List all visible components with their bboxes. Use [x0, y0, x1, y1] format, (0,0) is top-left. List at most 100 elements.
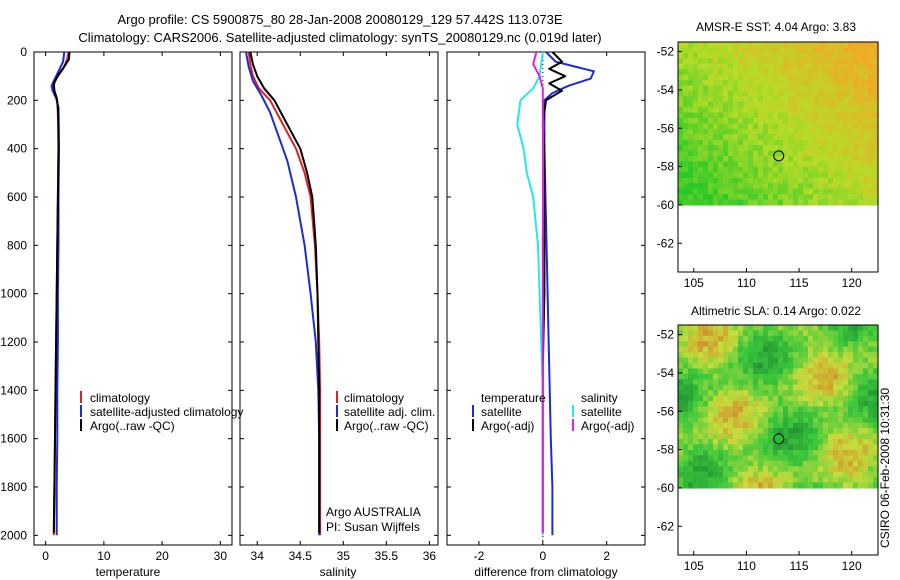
heatmap-cell — [853, 101, 859, 108]
heatmap-cell — [818, 156, 824, 163]
heatmap-cell — [848, 373, 854, 380]
heatmap-cell — [793, 172, 799, 179]
heatmap-cell — [813, 194, 819, 201]
heatmap-cell — [763, 85, 769, 92]
sst-map-title: AMSR-E SST: 4.04 Argo: 3.83 — [696, 20, 856, 34]
heatmap-cell — [803, 395, 809, 402]
heatmap-cell — [823, 346, 829, 353]
heatmap-cell — [873, 363, 879, 370]
heatmap-cell — [833, 357, 839, 364]
heatmap-cell — [718, 460, 724, 467]
heatmap-cell — [703, 58, 709, 65]
heatmap-cell — [733, 482, 739, 489]
heatmap-cell — [763, 42, 769, 49]
heatmap-cell — [713, 145, 719, 152]
heatmap-cell — [823, 422, 829, 429]
heatmap-cell — [723, 433, 729, 440]
heatmap-cell — [808, 433, 814, 440]
heatmap-cell — [788, 69, 794, 76]
heatmap-cell — [758, 335, 764, 342]
heatmap-cell — [838, 325, 844, 332]
heatmap-cell — [743, 379, 749, 386]
heatmap-cell — [753, 466, 759, 473]
heatmap-cell — [713, 161, 719, 168]
heatmap-cell — [803, 444, 809, 451]
heatmap-cell — [788, 90, 794, 97]
heatmap-cell — [708, 449, 714, 456]
heatmap-cell — [803, 477, 809, 484]
heatmap-cell — [693, 471, 699, 478]
heatmap-cell — [783, 118, 789, 125]
heatmap-cell — [768, 449, 774, 456]
heatmap-cell — [728, 406, 734, 413]
heatmap-cell — [728, 411, 734, 418]
heatmap-cell — [858, 346, 864, 353]
heatmap-cell — [813, 63, 819, 70]
heatmap-cell — [728, 156, 734, 163]
heatmap-cell — [768, 199, 774, 206]
heatmap-cell — [798, 166, 804, 173]
heatmap-cell — [823, 482, 829, 489]
heatmap-cell — [733, 96, 739, 103]
heatmap-cell — [738, 188, 744, 195]
heatmap-cell — [783, 460, 789, 467]
heatmap-cell — [873, 123, 879, 130]
heatmap-cell — [863, 335, 869, 342]
legend-label-climatology: climatology — [90, 391, 150, 405]
heatmap-cell — [683, 177, 689, 184]
heatmap-cell — [743, 482, 749, 489]
heatmap-cell — [813, 466, 819, 473]
heatmap-cell — [808, 455, 814, 462]
heatmap-cell — [843, 390, 849, 397]
heatmap-cell — [748, 373, 754, 380]
heatmap-cell — [763, 177, 769, 184]
heatmap-cell — [813, 482, 819, 489]
lon-tick-label: 115 — [789, 276, 808, 290]
heatmap-cell — [788, 395, 794, 402]
heatmap-cell — [723, 368, 729, 375]
heatmap-cell — [853, 128, 859, 135]
heatmap-cell — [763, 444, 769, 451]
heatmap-cell — [698, 444, 704, 451]
heatmap-cell — [698, 128, 704, 135]
legend-label-sal-argo: Argo(-adj) — [581, 419, 634, 433]
heatmap-cell — [753, 128, 759, 135]
heatmap-cell — [693, 150, 699, 157]
heatmap-cell — [853, 188, 859, 195]
heatmap-cell — [683, 428, 689, 435]
heatmap-cell — [763, 390, 769, 397]
heatmap-cell — [693, 128, 699, 135]
heatmap-cell — [688, 482, 694, 489]
heatmap-cell — [743, 335, 749, 342]
heatmap-cell — [873, 384, 879, 391]
heatmap-cell — [803, 139, 809, 146]
heatmap-cell — [708, 460, 714, 467]
heatmap-cell — [788, 107, 794, 114]
sla-argo-location-marker — [773, 433, 785, 445]
heatmap-cell — [813, 455, 819, 462]
heatmap-cell — [678, 325, 684, 332]
heatmap-cell — [768, 428, 774, 435]
heatmap-cell — [793, 107, 799, 114]
heatmap-cell — [803, 69, 809, 76]
heatmap-cell — [808, 466, 814, 473]
heatmap-cell — [863, 406, 869, 413]
heatmap-cell — [763, 477, 769, 484]
heatmap-cell — [788, 352, 794, 359]
heatmap-cell — [828, 428, 834, 435]
heatmap-cell — [713, 401, 719, 408]
heatmap-cell — [778, 188, 784, 195]
heatmap-cell — [738, 156, 744, 163]
heatmap-cell — [708, 166, 714, 173]
heatmap-cell — [838, 482, 844, 489]
heatmap-cell — [713, 96, 719, 103]
heatmap-cell — [713, 107, 719, 114]
heatmap-cell — [698, 395, 704, 402]
heatmap-cell — [738, 477, 744, 484]
heatmap-cell — [833, 156, 839, 163]
heatmap-cell — [818, 42, 824, 49]
heatmap-cell — [838, 118, 844, 125]
heatmap-cell — [713, 433, 719, 440]
heatmap-cell — [763, 422, 769, 429]
heatmap-cell — [678, 417, 684, 424]
